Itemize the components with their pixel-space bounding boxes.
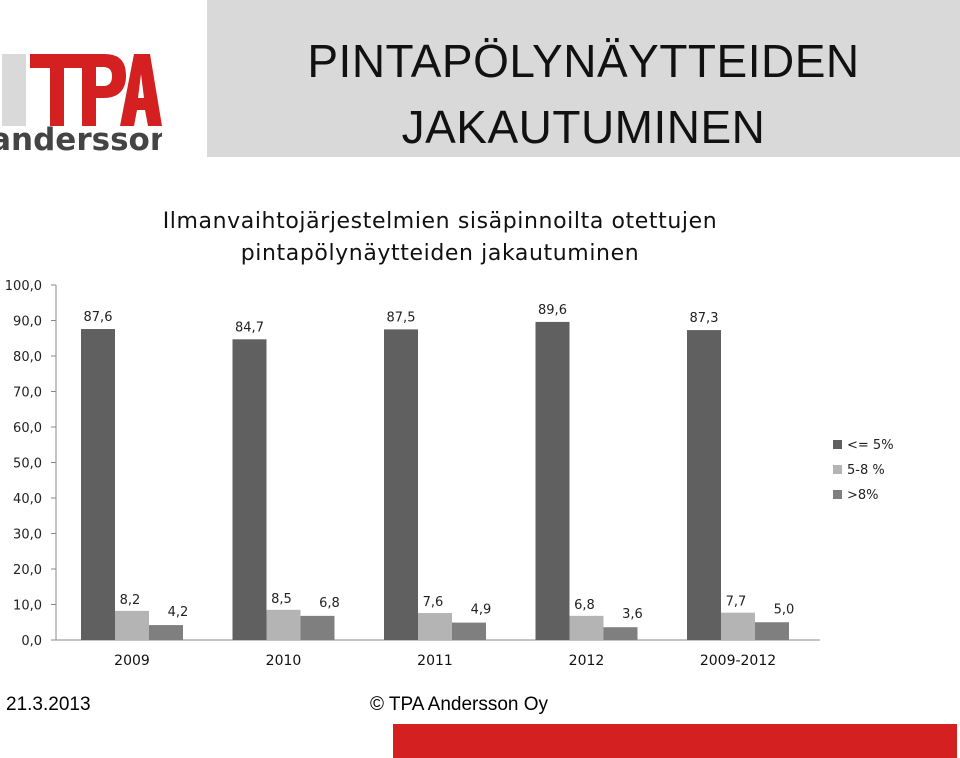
data-label: 8,2	[120, 593, 141, 608]
data-label: 87,6	[84, 310, 113, 325]
x-tick-label: 2009	[114, 653, 150, 669]
y-tick-label: 50,0	[13, 457, 42, 472]
bar-2	[115, 610, 149, 640]
data-label: 7,7	[726, 595, 747, 610]
bar-2	[569, 615, 604, 640]
page-title-line2: JAKAUTUMINEN	[401, 101, 766, 153]
bar-2	[418, 613, 452, 640]
bar-1	[232, 339, 267, 640]
data-label: 6,8	[574, 598, 595, 613]
data-label: 7,6	[423, 595, 444, 610]
y-tick-label: 70,0	[13, 386, 42, 401]
legend-swatch	[833, 440, 842, 449]
x-tick-label: 2009-2012	[700, 653, 776, 669]
y-tick-label: 60,0	[13, 421, 42, 436]
data-label: 8,5	[271, 592, 292, 607]
data-label: 4,9	[471, 603, 492, 618]
data-label: 84,7	[235, 320, 264, 335]
data-label: 6,8	[319, 596, 340, 611]
footer-copyright: © TPA Andersson Oy	[370, 694, 549, 715]
bar-2	[266, 609, 301, 640]
data-label: 89,6	[538, 303, 567, 318]
page-title-line1: PINTAPÖLYNÄYTTEIDEN	[307, 35, 860, 87]
y-tick-label: 40,0	[13, 492, 42, 507]
chart-title: Ilmanvaihtojärjestelmien sisäpinnoilta o…	[40, 206, 840, 270]
y-tick-label: 30,0	[13, 528, 42, 543]
bar-chart: 0,0 10,0 20,0 30,0 40,0 50,0 60,0 70,0 80,0 90,0 1…	[5, 279, 894, 669]
bar-3	[149, 625, 183, 640]
x-tick-label: 2010	[266, 653, 302, 669]
y-tick-label: 0,0	[21, 634, 42, 649]
bar-1	[535, 321, 570, 640]
y-tick-label: 90,0	[13, 315, 42, 330]
data-label: 4,2	[168, 605, 189, 620]
y-tick-label: 100,0	[5, 279, 42, 294]
legend-swatch	[833, 465, 842, 474]
y-tick-label: 10,0	[13, 599, 42, 614]
title-band: PINTAPÖLYNÄYTTEIDEN JAKAUTUMINEN	[207, 0, 960, 157]
legend-label: <= 5%	[847, 438, 894, 453]
x-tick-label: 2012	[569, 653, 605, 669]
tpa-andersson-logo: andersson	[0, 54, 172, 158]
bar-3	[603, 627, 638, 640]
data-label: 3,6	[622, 607, 643, 622]
y-tick-label: 80,0	[13, 350, 42, 365]
data-label: 5,0	[774, 602, 795, 617]
bar-2	[721, 612, 755, 640]
bar-3	[300, 615, 335, 640]
footer-date: 21.3.2013	[6, 694, 91, 715]
bar-3	[452, 622, 486, 640]
legend-label: 5-8 %	[847, 463, 885, 478]
bar-1	[81, 329, 115, 640]
bar-1	[384, 329, 418, 640]
legend-swatch	[833, 490, 842, 499]
y-tick-label: 20,0	[13, 563, 42, 578]
legend-label: >8%	[847, 488, 879, 503]
chart-title-line2: pintapölynäytteiden jakautuminen	[240, 241, 640, 266]
data-label: 87,3	[690, 311, 719, 326]
footer-accent-bar	[393, 724, 957, 758]
data-label: 87,5	[387, 310, 416, 325]
chart-title-line1: Ilmanvaihtojärjestelmien sisäpinnoilta o…	[162, 209, 718, 234]
svg-text:andersson: andersson	[0, 122, 162, 154]
bar-1	[687, 330, 721, 640]
x-tick-label: 2011	[417, 653, 453, 669]
bar-3	[755, 622, 789, 640]
